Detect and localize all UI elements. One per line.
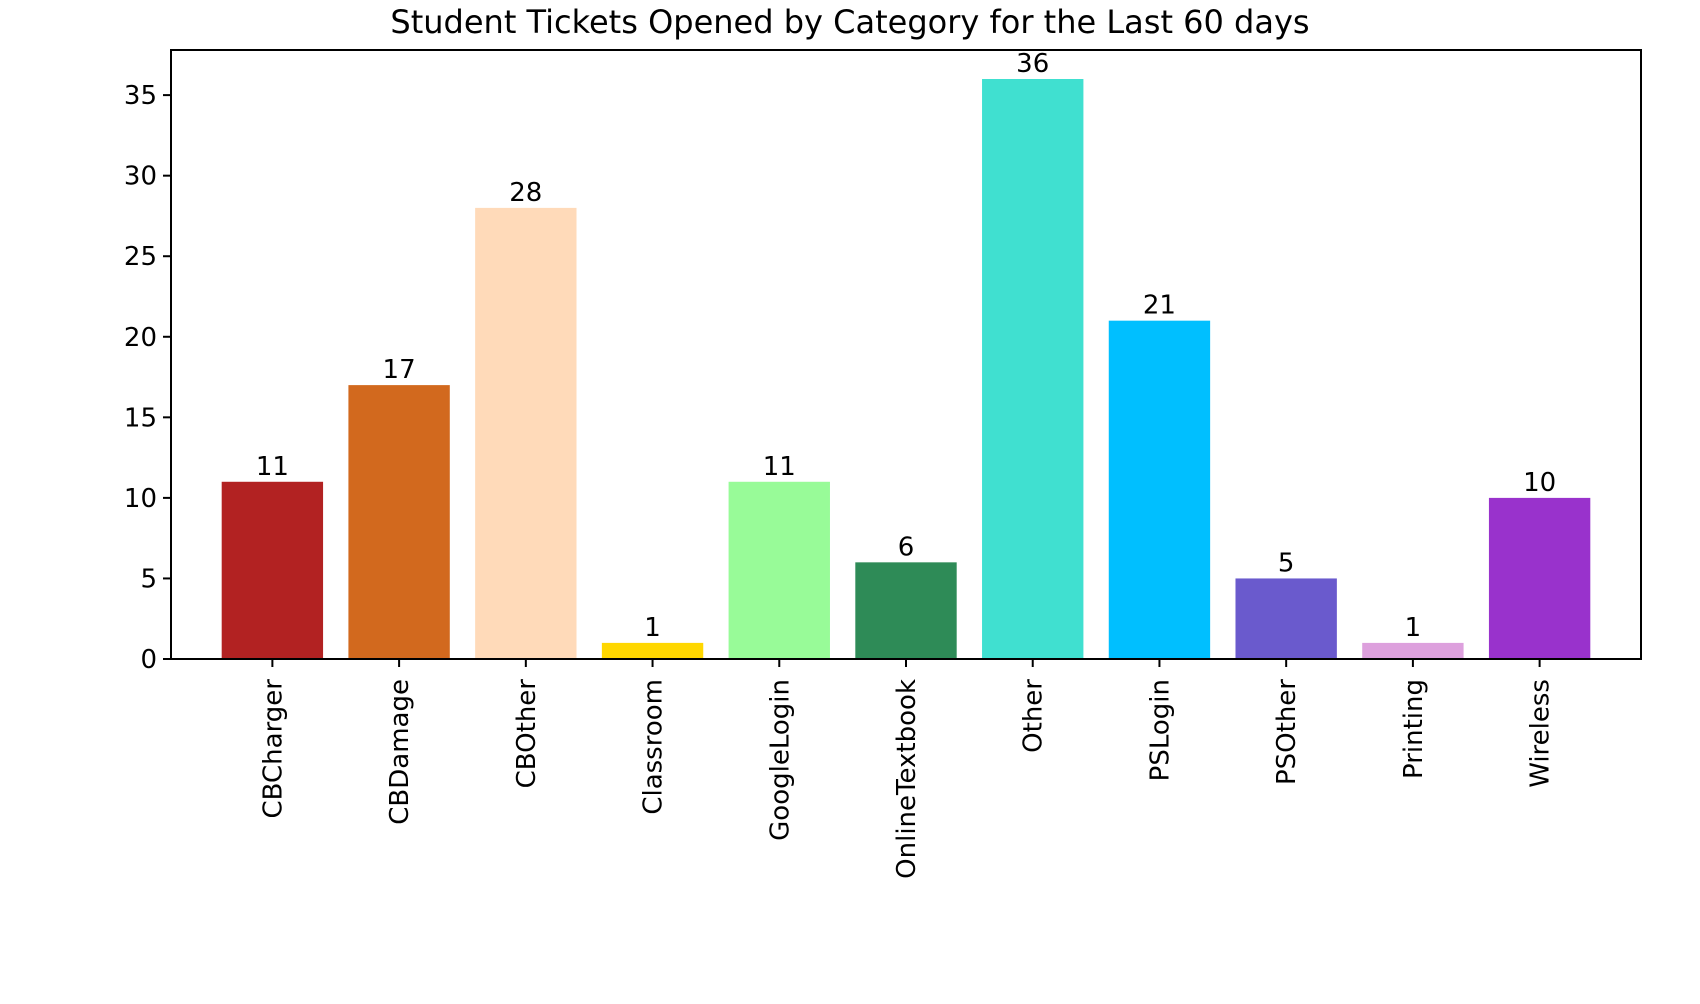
bar-cbdamage	[348, 385, 450, 659]
x-tick-label-wireless: Wireless	[1526, 679, 1556, 788]
x-tick-label-psother: PSOther	[1272, 679, 1302, 785]
bar-psother	[1235, 578, 1337, 659]
x-tick-label-googlelogin: GoogleLogin	[765, 679, 795, 841]
bar-classroom	[601, 642, 704, 659]
data-label-onlinetextbook: 6	[898, 532, 915, 562]
bar-cbcharger	[221, 481, 324, 659]
y-axis: 0 5 10 15 20 25 30 35	[124, 81, 171, 675]
data-label-printing: 1	[1405, 613, 1422, 643]
x-tick-label-cbcharger: CBCharger	[258, 679, 288, 819]
bars-layer	[221, 79, 1591, 659]
x-tick-label-classroom: Classroom	[639, 679, 669, 815]
data-label-wireless: 10	[1523, 468, 1556, 498]
y-tick-label: 5	[140, 564, 157, 594]
data-label-classroom: 1	[644, 613, 661, 643]
y-tick-label: 30	[124, 162, 157, 192]
data-label-other: 36	[1016, 49, 1049, 79]
x-tick-label-pslogin: PSLogin	[1145, 679, 1175, 781]
x-tick-label-cbdamage: CBDamage	[385, 679, 415, 825]
x-tick-label-onlinetextbook: OnlineTextbook	[892, 679, 922, 879]
y-tick-label: 0	[140, 645, 157, 675]
x-tick-label-printing: Printing	[1399, 679, 1429, 779]
bar-wireless	[1488, 497, 1591, 659]
bar-printing	[1362, 642, 1464, 659]
data-label-cbother: 28	[509, 178, 542, 208]
x-tick-label-other: Other	[1019, 679, 1049, 753]
bar-pslogin	[1108, 320, 1211, 659]
data-label-pslogin: 21	[1143, 291, 1176, 321]
x-axis: CBCharger CBDamage CBOther Classroom GoogleL…	[258, 659, 1556, 879]
data-label-cbdamage: 17	[383, 355, 416, 385]
y-tick-label: 20	[124, 323, 157, 353]
y-tick-label: 15	[124, 403, 157, 433]
bar-onlinetextbook	[855, 562, 957, 659]
plot-frame	[170, 49, 1642, 660]
x-tick-label-cbother: CBOther	[512, 679, 542, 789]
chart-title: Student Tickets Opened by Category for t…	[390, 3, 1310, 41]
data-label-cbcharger: 11	[256, 452, 289, 482]
bar-googlelogin	[728, 481, 830, 659]
y-tick-label: 35	[124, 81, 157, 111]
bar-cbother	[475, 207, 577, 659]
y-tick-label: 25	[124, 242, 157, 272]
y-tick-label: 10	[124, 484, 157, 514]
data-label-psother: 5	[1278, 548, 1295, 578]
data-label-googlelogin: 11	[763, 452, 796, 482]
bar-other	[982, 79, 1084, 659]
